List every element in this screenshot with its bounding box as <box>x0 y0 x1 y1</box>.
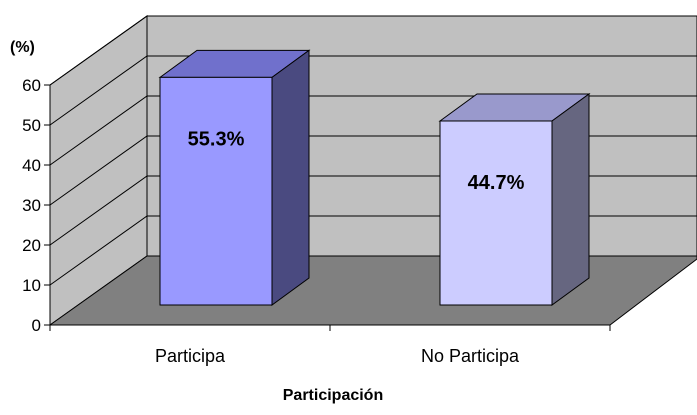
y-tick-label: 60 <box>22 76 41 95</box>
gridline <box>49 55 697 126</box>
y-tick-label: 0 <box>32 316 41 335</box>
y-axis-title: (%) <box>10 39 35 56</box>
bar-side <box>551 93 590 306</box>
y-tick-label: 40 <box>22 156 41 175</box>
data-label: 55.3% <box>188 128 245 150</box>
x-axis-title: Participación <box>283 387 383 404</box>
category-label: No Participa <box>421 346 520 366</box>
data-label: 44.7% <box>468 172 525 194</box>
bar-side <box>271 49 310 306</box>
y-tick-label: 20 <box>22 236 41 255</box>
gridline <box>49 15 697 86</box>
category-label: Participa <box>155 346 226 366</box>
y-tick-label: 30 <box>22 196 41 215</box>
y-tick-label: 10 <box>22 276 41 295</box>
bars: 55.3% 44.7% <box>158 49 591 306</box>
bar <box>159 76 273 306</box>
y-axis: 0 10 20 30 40 50 60 Participa No Participa <box>22 76 611 366</box>
chart-walls <box>48 15 697 326</box>
bar <box>439 120 553 306</box>
floor <box>48 255 697 326</box>
y-tick-label: 50 <box>22 116 41 135</box>
